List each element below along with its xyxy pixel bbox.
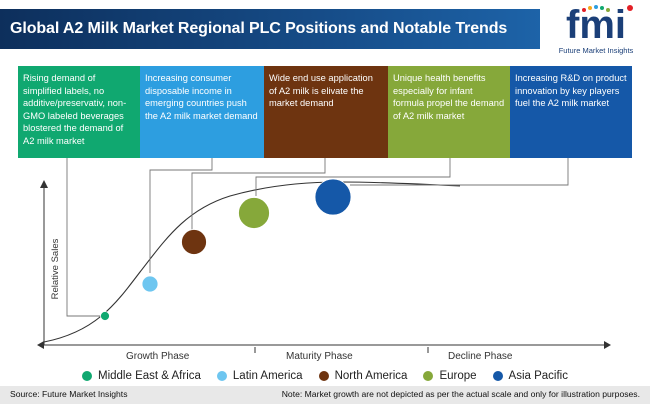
connector-north-america — [191, 158, 326, 233]
legend-label: Europe — [439, 370, 477, 382]
phase-label-growth: Growth Phase — [126, 351, 190, 362]
trend-box-europe: Unique health benefits especially for in… — [388, 66, 510, 158]
legend-label: North America — [334, 370, 408, 382]
trend-text: Wide end use application of A2 milk is e… — [269, 73, 373, 109]
phase-label-decline: Decline Phase — [448, 351, 513, 362]
phase-label-maturity: Maturity Phase — [286, 351, 353, 362]
legend-item-europe: Europe — [423, 370, 477, 382]
footer-source: Source: Future Market Insights — [10, 389, 128, 399]
page-title: Global A2 Milk Market Regional PLC Posit… — [10, 20, 508, 37]
trend-boxes: Rising demand of simplified labels, no a… — [18, 66, 632, 158]
legend-dot — [216, 371, 227, 381]
footer: Source: Future Market Insights Note: Mar… — [0, 386, 650, 404]
legend-label: Middle East & Africa — [98, 370, 201, 382]
bubble-latin-america — [141, 275, 159, 293]
trend-text: Increasing R&D on product innovation by … — [515, 73, 627, 109]
legend-dot — [318, 371, 329, 381]
legend-dot — [423, 371, 434, 381]
connector-asia-pacific — [350, 158, 569, 186]
logo-letters: fmi — [566, 4, 626, 44]
trend-box-latin-america: Increasing consumer disposable income in… — [140, 66, 264, 158]
x-axis-arrow-left — [37, 341, 44, 349]
connector-middle-east-africa — [66, 158, 101, 317]
legend-item-latin-america: Latin America — [216, 370, 303, 382]
bubble-middle-east-africa — [100, 311, 110, 321]
connector-latin-america — [149, 158, 213, 273]
legend: Middle East & Africa Latin America North… — [0, 367, 650, 385]
legend-dot — [492, 371, 503, 381]
legend-label: Latin America — [232, 370, 303, 382]
bubble-europe — [238, 197, 270, 229]
legend-label: Asia Pacific — [508, 370, 568, 382]
y-axis-arrow — [40, 180, 48, 188]
y-axis-label: Relative Sales — [50, 238, 61, 300]
trend-text: Unique health benefits especially for in… — [393, 73, 505, 121]
trend-box-middle-east-africa: Rising demand of simplified labels, no a… — [18, 66, 140, 158]
plc-curve — [43, 181, 461, 343]
logo-company-name: Future Market Insights — [558, 46, 634, 55]
trend-text: Increasing consumer disposable income in… — [145, 73, 258, 121]
title-band — [0, 9, 540, 49]
legend-item-asia-pacific: Asia Pacific — [492, 370, 568, 382]
x-axis-arrow-right — [604, 341, 611, 349]
title-bar: Global A2 Milk Market Regional PLC Posit… — [0, 0, 650, 56]
trend-text: Rising demand of simplified labels, no a… — [23, 73, 127, 146]
trend-box-asia-pacific: Increasing R&D on product innovation by … — [510, 66, 632, 158]
fmi-logo: fmi Future Market Insights — [546, 4, 646, 58]
legend-item-north-america: North America — [318, 370, 408, 382]
footer-note: Note: Market growth are not depicted as … — [281, 389, 640, 399]
legend-dot — [82, 371, 92, 381]
fmi-logo-mark: fmi — [566, 4, 633, 44]
connector-europe — [255, 158, 451, 196]
bubble-north-america — [181, 229, 207, 255]
bubble-asia-pacific — [314, 178, 352, 216]
legend-item-middle-east-africa: Middle East & Africa — [82, 370, 201, 382]
trend-box-north-america: Wide end use application of A2 milk is e… — [264, 66, 388, 158]
